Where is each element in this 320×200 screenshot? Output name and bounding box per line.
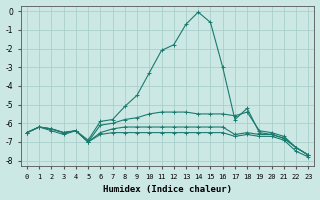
X-axis label: Humidex (Indice chaleur): Humidex (Indice chaleur)	[103, 185, 232, 194]
